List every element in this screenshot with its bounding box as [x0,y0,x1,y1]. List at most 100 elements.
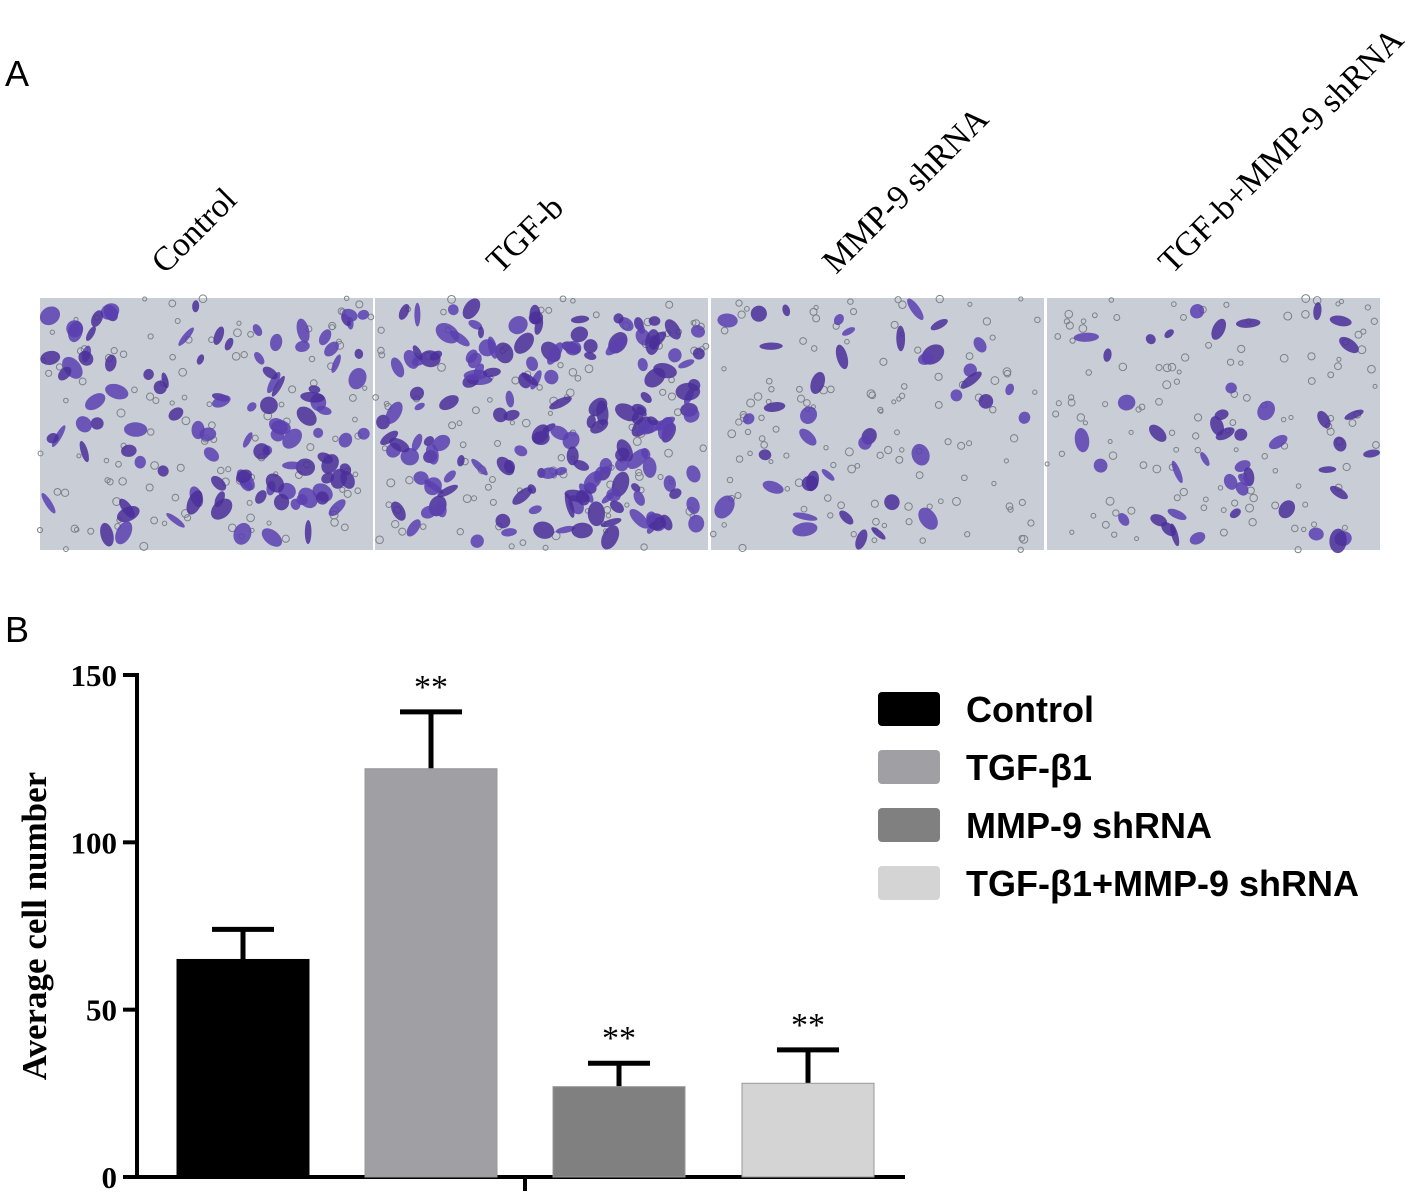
cell [328,499,346,517]
pore [386,478,396,488]
cell [550,425,569,441]
pore [565,388,575,398]
cell [675,382,701,401]
cell [100,522,114,547]
cell [907,298,924,321]
pore [329,324,336,331]
image-label: Control [144,181,244,281]
cell [683,407,700,423]
pore [1307,377,1316,385]
pore [1288,414,1294,421]
cell [380,430,399,446]
pore [823,444,829,451]
pore [1090,512,1097,519]
pore [721,522,727,528]
cell [1149,424,1167,442]
pore [699,444,707,452]
cell [640,392,652,403]
cell [1093,458,1108,473]
cell [763,401,786,412]
pore [1007,506,1014,513]
cell [871,527,886,540]
cell [213,326,225,345]
pore [915,471,924,480]
pore [1152,464,1162,474]
cell [566,446,579,466]
pore [169,353,176,361]
pore [494,439,502,447]
cell [262,366,278,380]
cell [168,407,184,421]
pore [547,410,553,416]
pore [783,452,790,459]
pore [1271,501,1280,510]
cell [178,327,194,346]
pore [377,346,385,355]
pore [872,517,880,526]
pore [827,512,834,519]
pore [989,334,996,341]
cell [1257,400,1275,421]
legend-label: MMP-9 shRNA [966,805,1212,846]
cell [265,473,285,493]
cell [714,495,735,519]
pore [1112,509,1120,517]
cell [414,302,421,327]
cell [532,431,550,446]
pore [1291,524,1299,533]
pore [459,441,467,449]
cell [505,390,515,408]
cell [304,520,312,545]
pore [1176,369,1182,375]
cell [690,325,705,338]
cell [762,480,784,494]
pore [721,366,727,372]
pore [391,519,400,529]
pore [743,305,750,312]
cell [295,340,310,353]
cell [648,316,661,326]
pore [1301,310,1310,319]
cell [391,501,406,521]
pore [246,499,253,506]
cell [960,371,982,389]
cell [242,432,253,448]
pore [1334,362,1342,371]
cell [526,356,539,372]
micrograph [710,294,1044,553]
cell [1145,334,1156,345]
image-label: TGF-b+MMP-9 shRNA [1151,21,1411,281]
cell [717,313,738,328]
pore [1002,367,1012,377]
pore [884,445,893,455]
pore [568,368,578,377]
pore [1027,519,1035,527]
pore [378,351,386,359]
cell [1235,318,1261,328]
pore [574,374,582,382]
cell [85,393,106,411]
cell [508,316,528,335]
cell [806,470,819,492]
pore [1118,362,1128,372]
cell [664,319,681,340]
image-label: MMP-9 shRNA [815,100,996,281]
cell [692,347,705,360]
pore [1080,318,1087,324]
cell [41,493,56,514]
cell [547,342,564,365]
cell [435,501,447,518]
pore [559,295,567,303]
cell [896,325,906,352]
pore [336,338,342,345]
pore [1242,393,1251,402]
pore [462,494,472,504]
pore [1085,369,1092,376]
pore [760,441,768,449]
cell [678,359,695,369]
pore [812,314,821,323]
pore [735,455,744,463]
cell [233,522,252,545]
cell [799,428,817,446]
pore [488,476,496,484]
